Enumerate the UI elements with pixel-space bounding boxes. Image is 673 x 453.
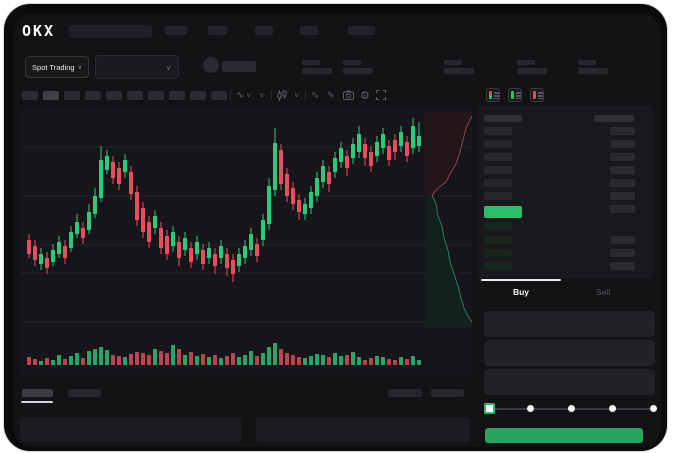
orderbook-size-row[interactable] [610,249,635,257]
toolbar-divider [230,90,231,100]
toolbar-divider [271,90,272,100]
orders-action-skeleton[interactable] [431,389,464,397]
orderbook-size-row[interactable] [610,236,635,244]
toolbar-divider [305,90,306,100]
timeframe-skeleton[interactable] [22,91,38,100]
timeframe-skeleton[interactable] [169,91,185,100]
orderbook-ask-row[interactable] [484,153,512,161]
orderbook-mode-buy-icon[interactable] [508,88,522,102]
orderbook-ask-row[interactable] [484,192,512,200]
orders-panel-skeleton [20,417,241,442]
okx-logo: OKX [22,22,56,40]
orders-tab-skeleton[interactable] [68,389,101,397]
nav-item-skeleton[interactable] [165,26,187,35]
pair-name-skeleton [222,61,256,72]
timeframe-skeleton[interactable] [127,91,143,100]
indicator-icon[interactable]: ∿ ∨ [236,89,251,101]
orderbook-ask-row[interactable] [484,140,512,148]
app-screen: OKX Spot Trading ∨ ∨ [14,14,661,447]
orderbook-header-skeleton [484,115,522,122]
camera-icon[interactable] [343,88,354,102]
total-input-skeleton[interactable] [484,369,655,395]
line-chart-icon[interactable]: ∿ [311,89,320,101]
orderbook-bid-row[interactable] [484,249,512,257]
chart-canvas [20,112,473,365]
timeframe-skeleton[interactable] [190,91,206,100]
market-selector[interactable]: Spot Trading ∨ [25,56,89,78]
amount-input-skeleton[interactable] [484,340,655,366]
timeframe-skeleton[interactable] [106,91,122,100]
nav-item-skeleton[interactable] [300,26,318,35]
buy-submit-button[interactable] [485,428,643,443]
slider-dot[interactable] [609,405,616,412]
settings-gear-icon[interactable]: ⚙ [360,89,370,102]
timeframe-skeleton[interactable] [64,91,80,100]
buy-tab-indicator [481,279,561,281]
orderbook-ask-row[interactable] [484,166,512,174]
pair-dropdown[interactable]: ∨ [95,55,179,79]
orderbook-size-row[interactable] [610,192,635,200]
orders-action-skeleton[interactable] [388,389,422,397]
orderbook-bid-row[interactable] [484,262,512,270]
slider-dot[interactable] [568,405,575,412]
orders-tab-underline [21,401,53,403]
chart-type-chevron-icon[interactable]: ∨ [294,92,300,99]
orderbook-mode-combined-icon[interactable] [486,88,500,102]
sell-tab[interactable]: Sell [595,287,611,297]
orderbook-size-row[interactable] [610,205,635,213]
orderbook-size-row[interactable] [610,262,635,270]
orderbook-ask-row[interactable] [484,179,512,187]
orderbook-bid-row[interactable] [484,222,512,230]
orderbook-size-row[interactable] [610,179,635,187]
price-input-skeleton[interactable] [484,311,655,337]
tablet-device-frame: OKX Spot Trading ∨ ∨ [4,4,667,451]
slider-dot[interactable] [527,405,534,412]
nav-item-skeleton[interactable] [208,26,227,35]
orderbook-bid-row[interactable] [484,236,512,244]
orders-panel-skeleton [256,417,470,442]
buy-tab[interactable]: Buy [512,287,530,297]
candlestick-chart[interactable] [20,108,473,375]
nav-item-skeleton[interactable] [348,26,375,35]
last-price-bar[interactable] [484,206,522,218]
orderbook-mode-sell-icon[interactable] [530,88,544,102]
orderbook-panel [478,106,654,278]
orderbook-ask-row[interactable] [484,127,512,135]
nav-item-skeleton[interactable] [255,26,273,35]
fullscreen-icon[interactable] [376,88,386,102]
slider-handle[interactable] [484,403,495,414]
chevron-down-icon: ∨ [77,64,82,71]
orderbook-size-row[interactable] [610,140,635,148]
chart-type-icon[interactable] [277,88,287,102]
chevron-down-icon: ∨ [165,65,171,72]
nav-search-skeleton[interactable] [69,25,152,38]
market-selector-label: Spot Trading [32,62,75,72]
timeframe-skeleton[interactable] [148,91,164,100]
orders-tab-skeleton-active[interactable] [22,389,53,397]
timeframe-skeleton-active[interactable] [43,91,59,100]
interval-chevron-icon[interactable]: ∨ [259,92,265,99]
pair-coin-avatar [203,57,219,73]
orderbook-header-skeleton [594,115,634,122]
timeframe-skeleton[interactable] [211,91,227,100]
timeframe-skeleton[interactable] [85,91,101,100]
orderbook-size-row[interactable] [610,127,635,135]
orderbook-size-row[interactable] [610,153,635,161]
draw-tool-icon[interactable]: ✎ [327,89,335,100]
slider-dot[interactable] [650,405,657,412]
orderbook-size-row[interactable] [610,166,635,174]
